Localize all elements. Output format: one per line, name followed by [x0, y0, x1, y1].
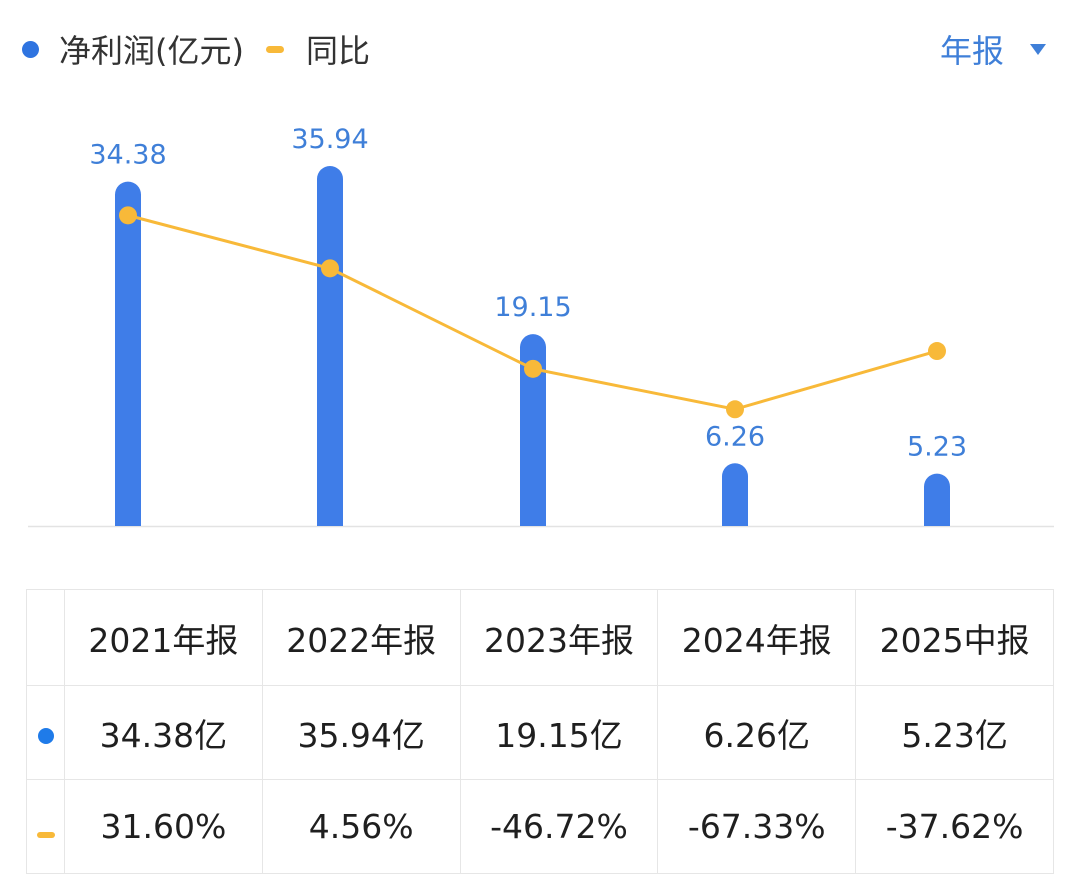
bar-value-label: 5.23	[907, 432, 967, 463]
profit-cell: 19.15亿	[459, 685, 659, 780]
profit-cell: 5.23亿	[855, 685, 1054, 780]
table-header-cell: 2023年报	[459, 589, 659, 686]
profit-bar	[722, 463, 748, 526]
profit-cell: 34.38亿	[64, 685, 263, 780]
yoy-cell: 4.56%	[261, 779, 461, 874]
yoy-cell: -37.62%	[855, 779, 1054, 874]
period-dropdown[interactable]: 年报	[940, 24, 1046, 74]
yoy-point	[119, 206, 137, 225]
yoy-row-marker	[26, 779, 65, 874]
profit-chart: 34.38 35.94 19.15 6.26 5.23	[28, 124, 1054, 528]
profit-dot-icon	[37, 728, 54, 744]
yoy-legend-label: 同比	[305, 32, 370, 70]
profit-cell: 6.26亿	[657, 685, 857, 780]
yoy-point	[726, 400, 744, 419]
table-row-profit: 34.38亿 35.94亿 19.15亿 6.26亿 5.23亿	[26, 685, 1054, 780]
profit-bar	[115, 181, 141, 527]
table-header-cell: 2021年报	[64, 589, 263, 686]
yoy-cell: 31.60%	[64, 779, 263, 874]
table-header-cell: 2024年报	[657, 589, 857, 686]
profit-legend-label: 净利润(亿元)	[59, 32, 244, 70]
profit-bar	[520, 334, 546, 526]
yoy-point	[928, 342, 946, 361]
chart-legend: 净利润(亿元) 同比	[22, 24, 370, 74]
yoy-cell: -67.33%	[657, 779, 857, 874]
period-dropdown-label: 年报	[939, 32, 1004, 70]
profit-bar	[924, 473, 950, 526]
table-header-cell: 2022年报	[261, 589, 461, 686]
bar-value-label: 35.94	[291, 124, 368, 155]
table-corner-cell	[26, 589, 65, 686]
yoy-point	[524, 359, 542, 378]
profit-cell: 35.94亿	[261, 685, 461, 780]
caret-down-icon	[1030, 43, 1046, 55]
yoy-cell: -46.72%	[459, 779, 659, 874]
profit-legend-dot-icon	[22, 40, 39, 58]
data-table: 2021年报 2022年报 2023年报 2024年报 2025中报 34.38…	[26, 589, 1054, 874]
bar-value-label: 34.38	[89, 140, 166, 171]
table-header-cell: 2025中报	[855, 589, 1054, 686]
table-header-row: 2021年报 2022年报 2023年报 2024年报 2025中报	[26, 589, 1054, 686]
yoy-dash-icon	[36, 832, 55, 838]
bar-value-label: 6.26	[705, 421, 765, 452]
table-row-yoy: 31.60% 4.56% -46.72% -67.33% -37.62%	[26, 779, 1054, 874]
yoy-point	[321, 259, 339, 278]
yoy-legend-dash-icon	[265, 45, 284, 53]
profit-row-marker	[26, 685, 65, 780]
bar-value-label: 19.15	[494, 292, 571, 323]
profit-bar	[317, 166, 343, 526]
